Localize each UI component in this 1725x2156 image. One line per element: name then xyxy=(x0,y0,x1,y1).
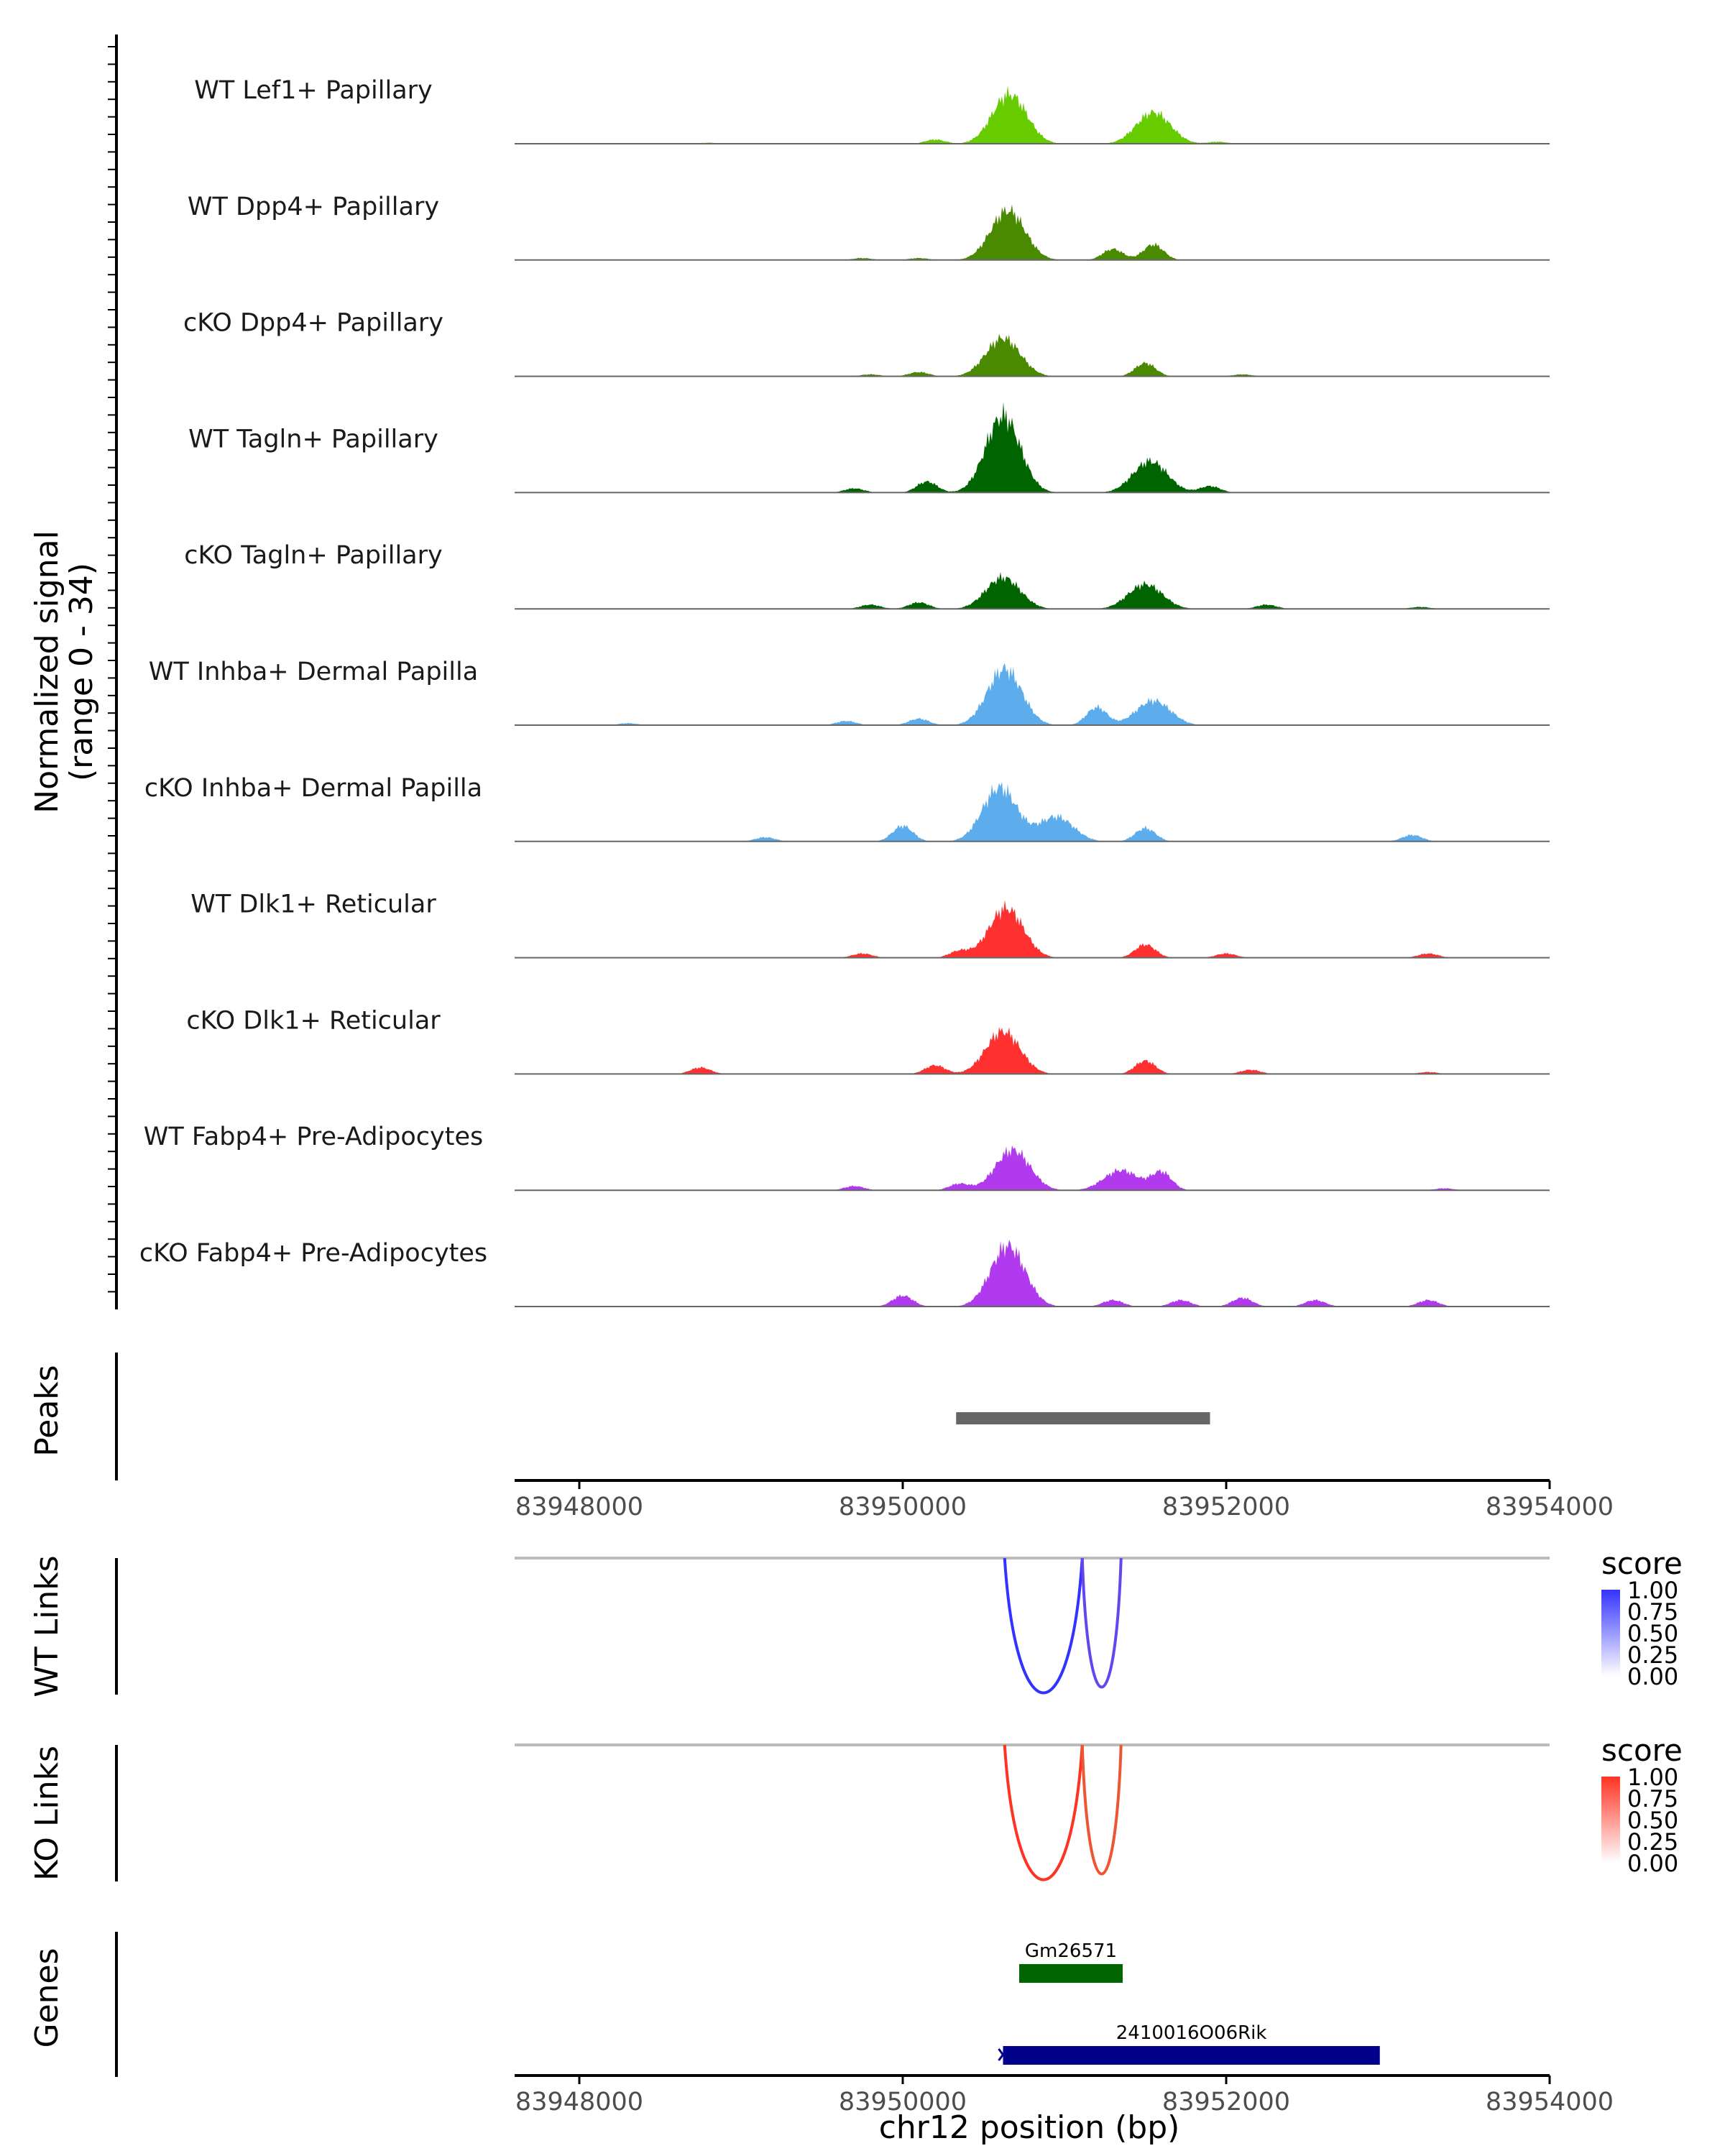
links-legend-title: score xyxy=(1601,1546,1683,1581)
track-label: WT Dpp4+ Papillary xyxy=(188,193,439,221)
links-legend-tick: 0.75 xyxy=(1627,1785,1678,1812)
track-label: WT Fabp4+ Pre-Adipocytes xyxy=(144,1123,483,1151)
coverage-signal-7 xyxy=(515,900,1550,958)
links-legend-tick: 0.50 xyxy=(1627,1807,1678,1834)
genes-panel: Gm26571 2410016O06Rik 83948000 83950000 8395… xyxy=(115,1932,1614,2116)
gene-label: 2410016O06Rik xyxy=(1116,2022,1267,2044)
peak-interval-0 xyxy=(956,1412,1210,1424)
links-legend-title: score xyxy=(1601,1733,1683,1768)
peaks-panel: 83948000 83950000 83952000 83954000 xyxy=(115,1353,1614,1521)
link-arc-1 xyxy=(1080,1557,1123,1689)
gene-body-0 xyxy=(1019,1964,1123,1983)
track-label: cKO Dpp4+ Papillary xyxy=(183,309,443,338)
track-label: cKO Tagln+ Papillary xyxy=(184,541,443,570)
coverage-signal-5 xyxy=(515,663,1550,725)
peaks-x-tick-label: 83950000 xyxy=(839,1493,967,1521)
track-label: WT Dlk1+ Reticular xyxy=(190,890,436,919)
link-arc-0 xyxy=(1003,1557,1084,1695)
genes-track-label: Genes xyxy=(29,1948,65,2047)
track-label: WT Inhba+ Dermal Papilla xyxy=(149,658,478,686)
links-legend-tick: 1.00 xyxy=(1627,1764,1678,1791)
link-arc-1 xyxy=(1080,1744,1123,1876)
gene-strand-mark xyxy=(998,2048,1008,2061)
peaks-track-label: Peaks xyxy=(29,1365,65,1456)
links-legend-tick: 0.00 xyxy=(1627,1850,1678,1877)
coverage-signal-1 xyxy=(515,204,1550,260)
track-label: cKO Inhba+ Dermal Papilla xyxy=(144,774,482,803)
links-track-label: KO Links xyxy=(29,1746,65,1881)
genes-x-tick-label: 83948000 xyxy=(515,2088,643,2116)
gene-body-1 xyxy=(1003,2046,1380,2065)
links-legend-colorbar xyxy=(1601,1590,1620,1676)
links-legend-colorbar xyxy=(1601,1777,1620,1863)
coverage-signal-4 xyxy=(515,571,1550,609)
links-legend-tick: 0.00 xyxy=(1627,1663,1678,1690)
coverage-ylabel-line1: Normalized signal xyxy=(29,530,65,814)
track-label: cKO Dlk1+ Reticular xyxy=(186,1006,441,1035)
coverage-signal-0 xyxy=(515,86,1550,144)
genes-x-tick-label: 83952000 xyxy=(1162,2088,1290,2116)
track-label: WT Lef1+ Papillary xyxy=(194,76,433,105)
track-label: cKO Fabp4+ Pre-Adipocytes xyxy=(139,1239,487,1268)
gene-label: Gm26571 xyxy=(1025,1940,1117,1962)
link-arc-0 xyxy=(1003,1744,1084,1881)
coverage-signal-6 xyxy=(515,782,1550,842)
peaks-x-tick-label: 83948000 xyxy=(515,1493,643,1521)
track-label: WT Tagln+ Papillary xyxy=(188,425,438,453)
x-axis-title: chr12 position (bp) xyxy=(879,2109,1180,2146)
links-track-label: WT Links xyxy=(29,1555,65,1697)
genes-x-tick-label: 83950000 xyxy=(839,2088,967,2116)
peaks-x-tick-label: 83954000 xyxy=(1486,1493,1614,1521)
links-legend-tick: 0.50 xyxy=(1627,1620,1678,1647)
links-legend-tick: 0.25 xyxy=(1627,1828,1678,1856)
genes-x-tick-label: 83954000 xyxy=(1486,2088,1614,2116)
coverage-signal-8 xyxy=(515,1027,1550,1074)
coverage-signal-2 xyxy=(515,333,1550,377)
coverage-signal-3 xyxy=(515,402,1550,493)
peaks-x-tick-label: 83952000 xyxy=(1162,1493,1290,1521)
coverage-signal-9 xyxy=(515,1145,1550,1191)
coverage-panel: WT Lef1+ Papillary WT Dpp4+ Papillary cKO … xyxy=(108,34,1550,1309)
links-legend-tick: 0.75 xyxy=(1627,1598,1678,1626)
links-legend-tick: 0.25 xyxy=(1627,1641,1678,1669)
coverage-ylabel-line2: (range 0 - 34) xyxy=(63,563,100,781)
links-legend-tick: 1.00 xyxy=(1627,1577,1678,1604)
coverage-signal-10 xyxy=(515,1240,1550,1307)
